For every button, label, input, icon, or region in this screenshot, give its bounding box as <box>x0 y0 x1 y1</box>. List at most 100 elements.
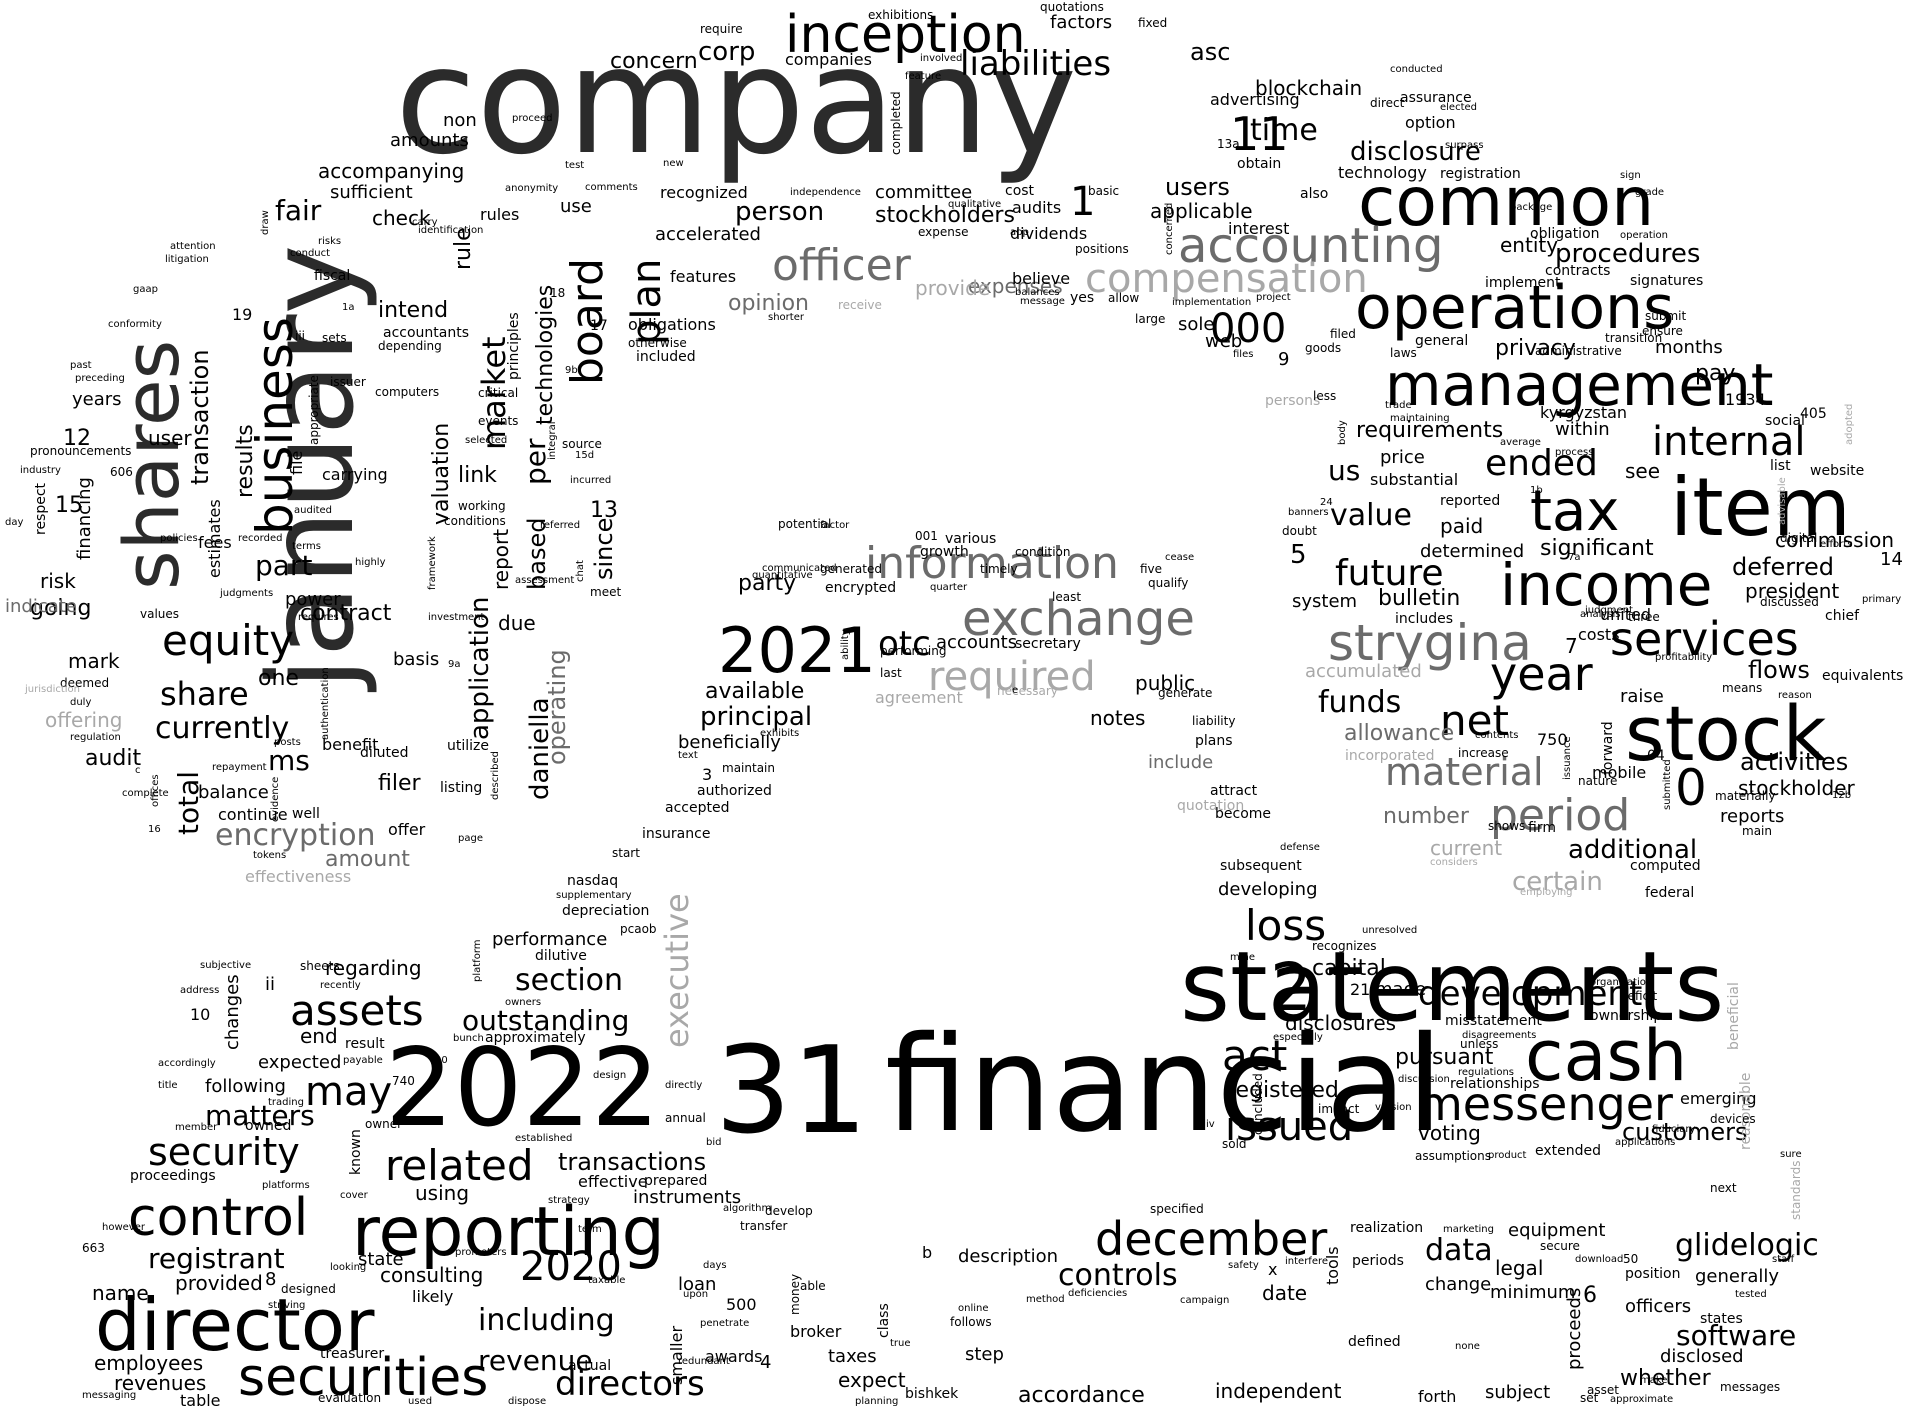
word-asc: asc <box>1190 38 1230 66</box>
word-link: link <box>458 463 497 488</box>
word-us: us <box>1328 454 1360 487</box>
word-income: income <box>1500 551 1712 619</box>
word-defense: defense <box>1280 842 1320 853</box>
word-officers: officers <box>1625 1296 1691 1317</box>
word-liability: liability <box>1192 714 1235 728</box>
word-reason: reason <box>1778 690 1812 701</box>
word-bunch: bunch <box>453 1033 484 1044</box>
word-equipment: equipment <box>1508 1220 1605 1241</box>
word-regulations: regulations <box>1458 1067 1514 1078</box>
word-depending: depending <box>378 339 442 353</box>
word-money: money <box>788 1274 802 1315</box>
word-controls: controls <box>1058 1258 1178 1293</box>
word-president: president <box>1745 579 1839 603</box>
word-performance: performance <box>492 929 607 950</box>
word-identification: identification <box>418 225 483 236</box>
word-bishkek: bishkek <box>905 1386 959 1402</box>
word-financing: financing <box>74 477 95 560</box>
word-fixed: fixed <box>1138 16 1167 30</box>
word-transactions: transactions <box>558 1148 706 1176</box>
word-mark: mark <box>68 649 120 673</box>
word-value: value <box>1330 498 1412 533</box>
word-deficiencies: deficiencies <box>1068 1288 1127 1299</box>
word-audited: audited <box>294 505 332 516</box>
word-make: make <box>1640 1375 1667 1386</box>
word-concluded: concluded <box>1251 1073 1265 1135</box>
word-web: web <box>1205 331 1242 352</box>
word-awards: awards <box>705 1347 762 1366</box>
word-accumulated: accumulated <box>1305 661 1422 682</box>
word-attract: attract <box>1210 783 1258 799</box>
word-december: december <box>1095 1212 1327 1266</box>
word-12: 12 <box>63 426 91 451</box>
word-valuation: valuation <box>429 423 454 525</box>
word-issuer: issuer <box>330 375 366 389</box>
word-recognized: recognized <box>660 183 748 202</box>
word-generate: generate <box>1158 686 1212 700</box>
word-user: user <box>148 426 192 450</box>
word-united: united <box>1600 605 1651 624</box>
word-factor: factor <box>820 520 850 531</box>
word-striving: striving <box>268 1300 305 1311</box>
word-001: 001 <box>915 529 938 543</box>
word-loan: loan <box>678 1274 716 1295</box>
word-values: values <box>140 607 179 621</box>
word-secretary: secretary <box>1015 636 1081 652</box>
word-x: x <box>1268 1260 1277 1279</box>
word-page: page <box>458 833 483 844</box>
word-employing: employing <box>1520 887 1573 898</box>
word-transfer: transfer <box>740 1219 787 1233</box>
word-offices: offices <box>150 774 161 807</box>
word-basic: basic <box>1088 184 1119 198</box>
word-9: 9 <box>1278 349 1289 370</box>
word-gaap: gaap <box>133 284 158 295</box>
word-set: set <box>1580 1391 1599 1405</box>
word-less: less <box>1313 389 1336 403</box>
word-body: body <box>1337 420 1348 445</box>
word-devices: devices <box>1710 1112 1756 1126</box>
word-accordance: accordance <box>1018 1383 1145 1406</box>
word-000: 000 <box>1210 306 1286 352</box>
word-table: table <box>180 1391 221 1406</box>
word-process: process <box>1555 447 1593 458</box>
word-cover: cover <box>340 1190 369 1201</box>
word-performing: performing <box>880 644 946 658</box>
word-analysis: analysis <box>1580 609 1621 620</box>
word-interest: interest <box>1228 219 1289 238</box>
word-last: last <box>880 666 902 680</box>
word-feature: feature <box>905 71 941 82</box>
word-financial: financial <box>885 1008 1443 1162</box>
word-7a: 7a <box>1568 552 1581 563</box>
word-quotations: quotations <box>1040 0 1104 14</box>
word-applicable: applicable <box>1150 199 1253 223</box>
word-utilize: utilize <box>447 738 489 754</box>
word-3: 3 <box>702 765 712 784</box>
word-factors: factors <box>1050 12 1112 33</box>
word-realization: realization <box>1350 1220 1423 1236</box>
word-broker: broker <box>790 1322 842 1341</box>
word-bulletin: bulletin <box>1378 586 1460 611</box>
word-signatures: signatures <box>1630 273 1703 289</box>
word-surpass: surpass <box>1445 140 1484 151</box>
word-trading: trading <box>268 1097 304 1108</box>
word-asset: asset <box>1587 1383 1619 1397</box>
word-future: future <box>1335 553 1444 594</box>
word-12b: 12b <box>1832 790 1851 801</box>
word-critical: critical <box>478 386 518 400</box>
word-states: states <box>1700 1311 1743 1327</box>
word-version: version <box>1375 1102 1412 1113</box>
word-person: person <box>735 197 824 227</box>
word-follows: follows <box>950 1315 992 1329</box>
word-authorized: authorized <box>697 783 772 799</box>
word-respect: respect <box>33 482 49 535</box>
word-basis: basis <box>393 649 439 670</box>
word-sets: sets <box>322 331 347 345</box>
word-costs: costs <box>1578 625 1620 644</box>
word-7: 7 <box>1565 634 1578 658</box>
word-emerging: emerging <box>1680 1089 1756 1108</box>
word-equivalents: equivalents <box>1822 668 1903 684</box>
word-part: part <box>255 549 312 582</box>
word-strategy: strategy <box>548 1195 590 1206</box>
word-appropriate: appropriate <box>307 375 321 445</box>
word-standards: standards <box>1789 1161 1803 1220</box>
